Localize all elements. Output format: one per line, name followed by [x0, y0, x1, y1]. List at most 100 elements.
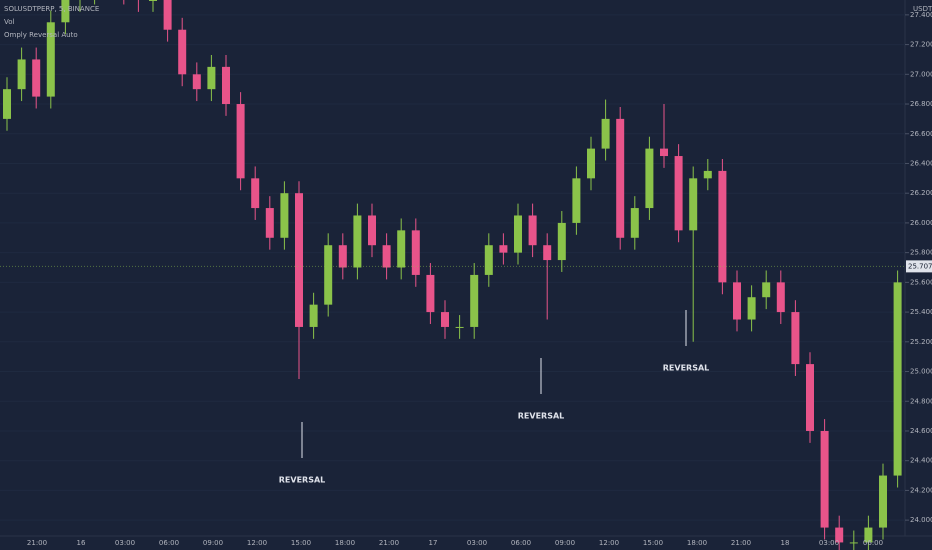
x-tick-label: 12:00	[247, 539, 267, 547]
y-tick-label: 27.0000	[910, 70, 932, 78]
candle-body	[572, 178, 581, 223]
candle-body	[864, 527, 873, 543]
chart-title: SOLUSDTPERP, 5, BINANCE	[4, 5, 99, 13]
x-tick-label: 15:00	[643, 539, 663, 547]
indicator-label: Vol	[4, 18, 15, 26]
candle-body	[893, 282, 902, 476]
candle-body	[3, 89, 11, 119]
y-tick-label: 24.2000	[910, 486, 932, 494]
x-tick-label: 06:00	[863, 539, 883, 547]
y-tick-label: 24.6000	[910, 427, 932, 435]
y-tick-label: 24.4000	[910, 457, 932, 465]
candle-body	[557, 222, 566, 261]
x-tick-label: 06:00	[511, 539, 531, 547]
candle-body	[382, 245, 391, 268]
y-tick-label: 25.0000	[910, 368, 932, 376]
y-tick-label: 24.0000	[910, 516, 932, 524]
candle-body	[689, 178, 698, 231]
candle-body	[849, 542, 858, 544]
annotation: REVERSAL	[518, 412, 565, 421]
candle-body	[149, 0, 157, 1]
candle-body	[616, 118, 625, 238]
candle-body	[791, 312, 800, 365]
y-tick-label: 25.4000	[910, 308, 932, 316]
x-tick-label: 03:00	[115, 539, 135, 547]
candle-body	[441, 312, 449, 327]
candle-body	[747, 297, 756, 320]
candle-body	[806, 364, 814, 431]
x-tick-label: 21:00	[731, 539, 751, 547]
unit-label: USDT	[913, 5, 932, 13]
candle-body	[46, 22, 55, 97]
candle-body	[455, 326, 464, 328]
y-tick-label: 25.8000	[910, 249, 932, 257]
candle-body	[820, 430, 829, 528]
x-tick-label: 06:00	[159, 539, 179, 547]
candle-body	[514, 215, 522, 253]
candle-body	[236, 104, 245, 179]
candle-body	[543, 245, 552, 261]
y-tick-label: 25.2000	[910, 338, 932, 346]
candle-body	[587, 148, 595, 179]
candle-body	[601, 118, 610, 149]
indicator-label: Omply Reversal Auto	[4, 31, 78, 39]
candle-body	[703, 170, 712, 179]
candle-body	[295, 193, 303, 327]
candle-body	[411, 230, 420, 275]
candle-body	[251, 178, 260, 209]
candle-body	[17, 59, 26, 90]
last-price-label: 25.7076	[908, 262, 932, 270]
x-tick-label: 18:00	[687, 539, 707, 547]
candle-body	[645, 148, 654, 209]
x-tick-label: 03:00	[819, 539, 839, 547]
candle-body	[178, 29, 187, 75]
candle-body	[265, 208, 274, 238]
candle-body	[484, 245, 493, 275]
plot	[0, 0, 905, 550]
candle-body	[835, 527, 844, 543]
candle-body	[192, 74, 201, 90]
x-tick-label: 12:00	[599, 539, 619, 547]
candle-body	[368, 215, 376, 246]
x-tick-label: 21:00	[27, 539, 47, 547]
candle-body	[426, 274, 435, 313]
candle-body	[528, 215, 537, 246]
candle-body	[61, 0, 70, 23]
candle-body	[762, 282, 771, 298]
x-tick-label: 09:00	[203, 539, 223, 547]
x-tick-label: 09:00	[555, 539, 575, 547]
candle-body	[718, 170, 727, 283]
candle-body	[163, 0, 172, 30]
candle-body	[222, 66, 230, 105]
y-tick-label: 27.2000	[910, 41, 932, 49]
candle-body	[776, 282, 785, 313]
y-tick-label: 26.8000	[910, 100, 932, 108]
y-tick-label: 25.6000	[910, 278, 932, 286]
candle-body	[470, 274, 479, 327]
candle-body	[660, 148, 668, 157]
candle-body	[324, 245, 333, 305]
candle-body	[309, 304, 318, 327]
y-tick-label: 26.4000	[910, 159, 932, 167]
candle-body	[733, 282, 741, 320]
annotation: REVERSAL	[663, 364, 710, 373]
candle-body	[499, 245, 508, 253]
y-tick-label: 26.0000	[910, 219, 932, 227]
x-tick-label: 21:00	[379, 539, 399, 547]
x-tick-label: 03:00	[467, 539, 487, 547]
x-tick-label: 18	[781, 539, 790, 547]
candle-body	[630, 208, 639, 238]
annotation: REVERSAL	[279, 476, 326, 485]
candle-body	[397, 230, 406, 268]
y-tick-label: 27.4000	[910, 11, 932, 19]
candle-body	[338, 245, 347, 268]
y-tick-label: 26.6000	[910, 130, 932, 138]
candle-body	[879, 475, 887, 528]
candle-body	[674, 156, 683, 231]
y-tick-label: 24.8000	[910, 397, 932, 405]
last-price-box	[906, 260, 932, 273]
candle-body	[280, 193, 289, 238]
x-tick-label: 17	[429, 539, 438, 547]
